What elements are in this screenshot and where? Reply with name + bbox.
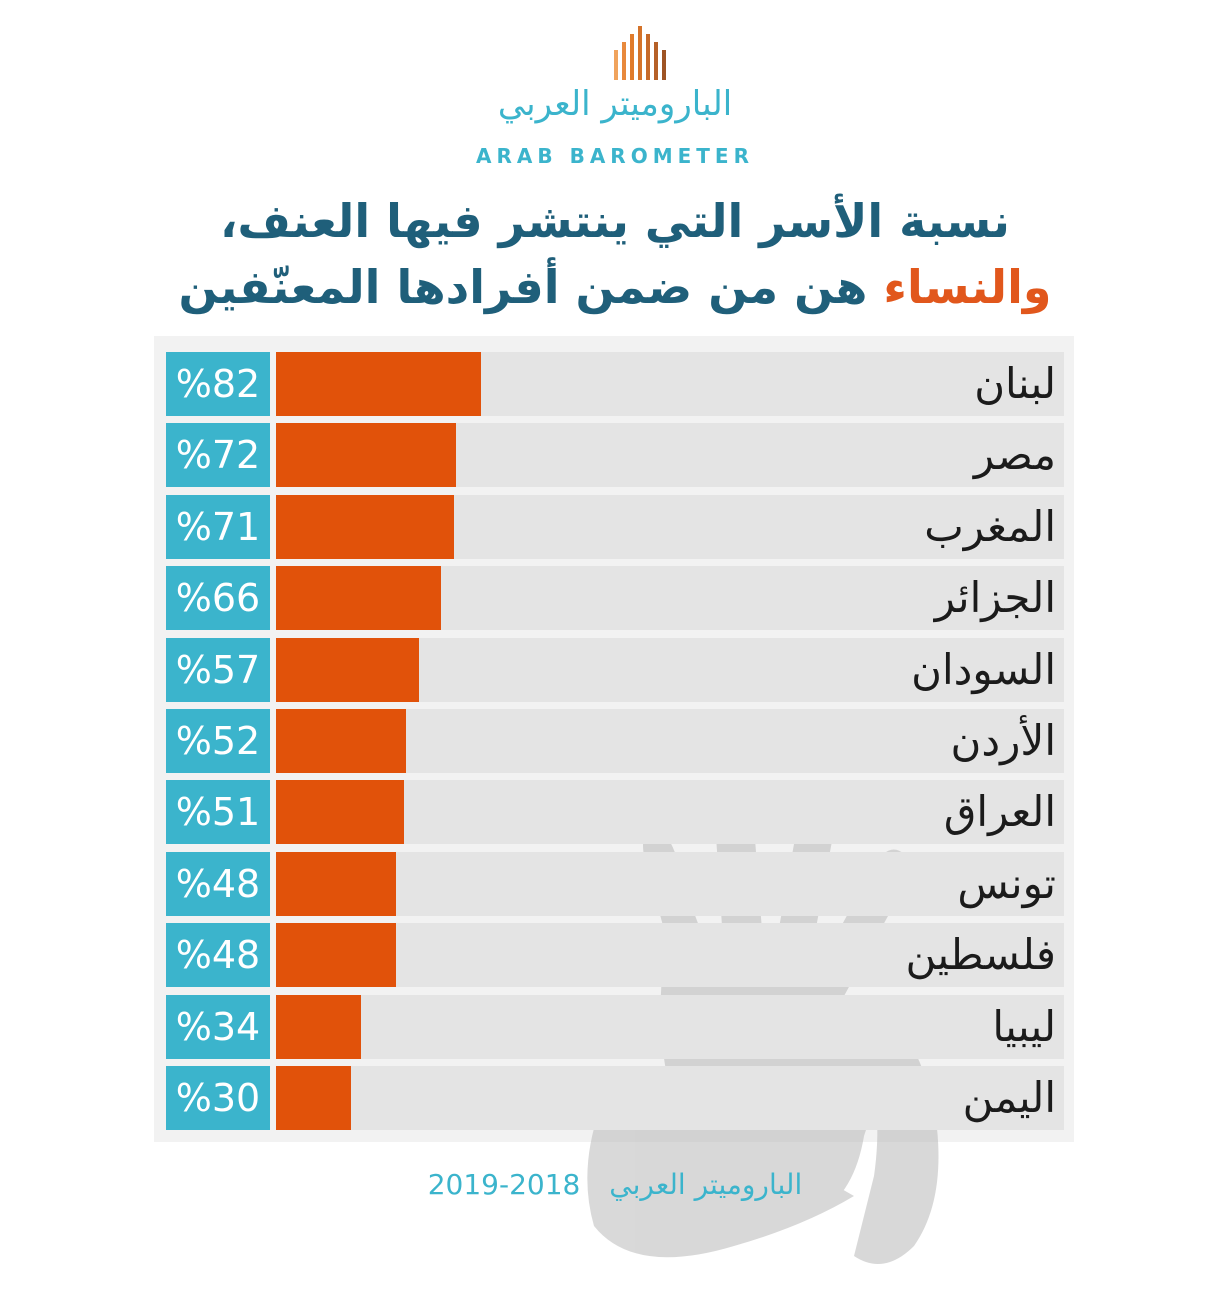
value-label: %72 (166, 423, 270, 488)
bar-track (276, 851, 1064, 916)
title-highlight: والنساء (883, 260, 1052, 314)
chart-row: %71 المغرب (166, 494, 1064, 559)
bar-3 (276, 494, 454, 559)
category-label: المغرب (924, 501, 1056, 551)
chart-row: %82 لبنان (166, 352, 1064, 416)
category-label: ليبيا (992, 1001, 1056, 1051)
bar-4 (276, 566, 441, 631)
chart-row: %48 فلسطين (166, 923, 1064, 988)
bar-track (276, 709, 1064, 773)
chart-row: %34 ليبيا (166, 994, 1064, 1059)
value-label: %30 (166, 1066, 270, 1130)
category-label: العراق (943, 787, 1056, 837)
bar-2 (276, 423, 456, 488)
category-label: مصر (973, 430, 1056, 480)
category-label: الأردن (950, 716, 1056, 765)
bar-6 (276, 709, 406, 773)
category-label: تونس (957, 858, 1056, 908)
value-label: %71 (166, 494, 270, 559)
chart-row: %57 السودان (166, 637, 1064, 702)
bar-track (276, 780, 1064, 845)
chart-row: %52 الأردن (166, 709, 1064, 773)
footer-source-name: الباروميتر العربي (609, 1168, 803, 1201)
value-label: %52 (166, 709, 270, 773)
footer-source: 2019-2018 الباروميتر العربي (0, 1168, 1230, 1201)
chart-row: %30 اليمن (166, 1066, 1064, 1130)
value-label: %82 (166, 352, 270, 416)
chart-title-line1: نسبة الأسر التي ينتشر فيها العنف، (220, 194, 1010, 248)
logo-english-name: ARAB BAROMETER (476, 144, 754, 168)
category-label: اليمن (962, 1073, 1056, 1122)
value-label: %66 (166, 566, 270, 631)
category-label: لبنان (974, 359, 1056, 408)
chart-row: %72 مصر (166, 423, 1064, 488)
chart-row: %48 تونس (166, 851, 1064, 916)
value-label: %57 (166, 637, 270, 702)
bar-track (276, 1066, 1064, 1130)
value-label: %51 (166, 780, 270, 845)
bar-5 (276, 637, 419, 702)
value-label: %48 (166, 851, 270, 916)
bar-11 (276, 1066, 351, 1130)
chart-row: %66 الجزائر (166, 566, 1064, 631)
value-label: %48 (166, 923, 270, 988)
chart-row: %51 العراق (166, 780, 1064, 845)
bar-1 (276, 352, 481, 416)
logo-arabic-name: الباروميتر العربي (497, 84, 733, 124)
footer-years: 2019-2018 (427, 1168, 581, 1201)
value-label: %34 (166, 994, 270, 1059)
bar-7 (276, 780, 404, 845)
bar-8 (276, 851, 396, 916)
category-label: فلسطين (905, 930, 1056, 980)
bar-9 (276, 923, 396, 988)
bar-track (276, 994, 1064, 1059)
arab-barometer-logo-icon (614, 26, 666, 80)
category-label: السودان (911, 644, 1056, 694)
chart-panel: %82 لبنان %72 مصر %71 المغرب %66 الجزائر %57 السو… (154, 336, 1074, 1264)
bar-track (276, 923, 1064, 988)
bar-10 (276, 994, 361, 1059)
title-rest: هن من ضمن أفرادها المعنّفين (178, 260, 868, 314)
category-label: الجزائر (934, 573, 1056, 623)
chart-title-line2: والنساء هن من ضمن أفرادها المعنّفين (100, 256, 1130, 318)
